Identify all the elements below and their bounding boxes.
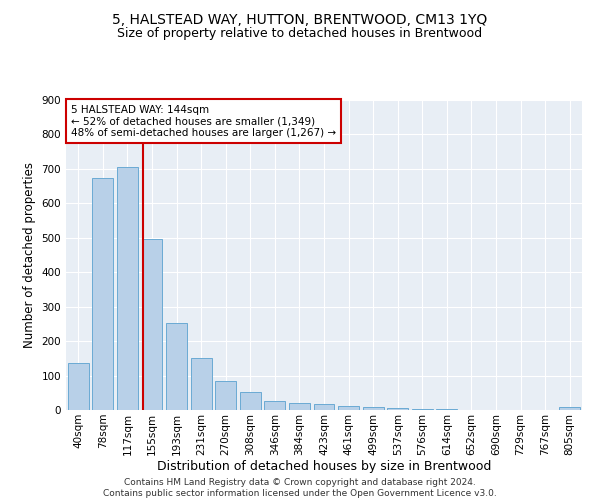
Bar [142, 239, 163, 410]
Bar [289, 403, 310, 410]
Bar [117, 167, 138, 410]
Bar [166, 323, 187, 410]
Bar [265, 400, 286, 410]
Text: 5, HALSTEAD WAY, HUTTON, BRENTWOOD, CM13 1YQ: 5, HALSTEAD WAY, HUTTON, BRENTWOOD, CM13… [112, 12, 488, 26]
Bar [338, 406, 359, 410]
Bar [92, 178, 113, 410]
Bar [387, 408, 408, 410]
Bar [362, 406, 383, 410]
Bar [191, 358, 212, 410]
Bar [240, 392, 261, 410]
Text: 5 HALSTEAD WAY: 144sqm
← 52% of detached houses are smaller (1,349)
48% of semi-: 5 HALSTEAD WAY: 144sqm ← 52% of detached… [71, 104, 336, 138]
Text: Contains HM Land Registry data © Crown copyright and database right 2024.
Contai: Contains HM Land Registry data © Crown c… [103, 478, 497, 498]
Bar [314, 404, 334, 410]
Bar [559, 406, 580, 410]
X-axis label: Distribution of detached houses by size in Brentwood: Distribution of detached houses by size … [157, 460, 491, 473]
Bar [215, 380, 236, 410]
Bar [68, 363, 89, 410]
Text: Size of property relative to detached houses in Brentwood: Size of property relative to detached ho… [118, 28, 482, 40]
Bar [412, 408, 433, 410]
Y-axis label: Number of detached properties: Number of detached properties [23, 162, 36, 348]
